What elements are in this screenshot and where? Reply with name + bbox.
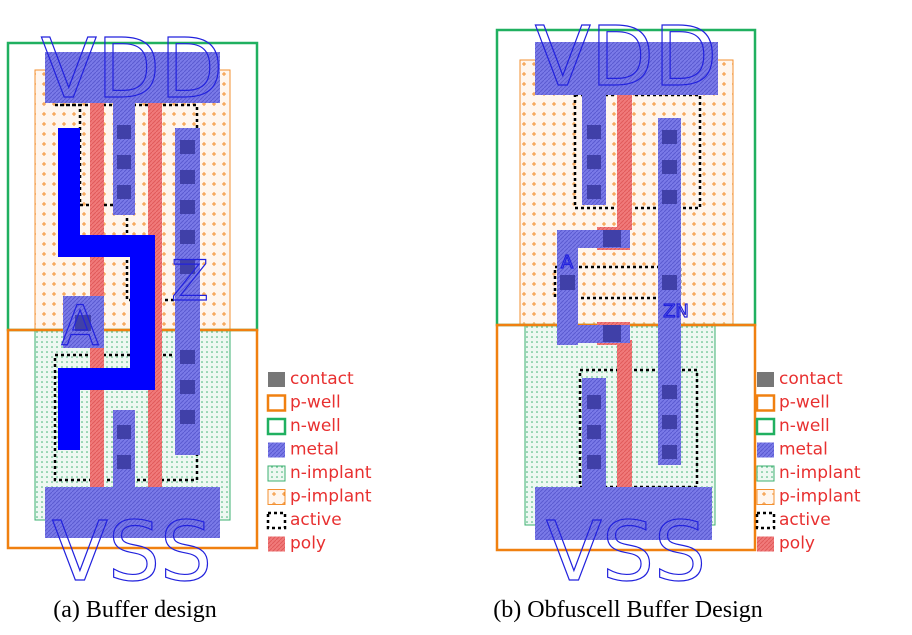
legend-swatch [757,466,774,481]
input-label: A [61,294,99,358]
legend-swatch [268,537,285,552]
legend-swatch [268,513,285,528]
legend-label: active [779,510,831,530]
legend-swatch [268,419,285,434]
legend-label: metal [779,440,828,460]
legend-swatch [757,537,774,552]
legend-swatch [757,443,774,458]
legend-swatch [757,396,774,411]
legend-swatch [268,490,285,505]
legend-label: p-implant [290,487,372,507]
legend-label: n-implant [779,463,861,483]
vss-label: VSS [546,505,706,600]
legend-label: n-implant [290,463,372,483]
metal [113,410,135,487]
caption: (b) Obfuscell Buffer Design [493,597,762,623]
legend-label: contact [290,369,354,389]
layout-b: VDD VSS A ZN [497,10,755,600]
legend-swatch [757,490,774,505]
poly [617,95,632,230]
legend-label: p-well [290,393,341,413]
legend-swatch [268,466,285,481]
legend-label: active [290,510,342,530]
legend-label: p-implant [779,487,861,507]
legend-swatch [757,513,774,528]
legend-swatch [757,419,774,434]
legend-label: n-well [779,416,830,436]
legend-label: metal [290,440,339,460]
legend-swatch [268,443,285,458]
legend-label: contact [779,369,843,389]
legend-swatch [268,396,285,411]
vdd-label: VDD [41,22,223,117]
layout-a: VDD VSS A Z [8,22,257,600]
output-label: Z [171,249,209,313]
legend-swatch [268,372,285,387]
legend-label: poly [779,534,815,554]
vdd-label: VDD [535,10,717,105]
figure: VDD VSS A Z VDD VSS A ZN contact p-well n-… [0,0,912,635]
legend-label: poly [290,534,326,554]
input-label: A [561,252,574,273]
legend-swatch [757,372,774,387]
output-label: ZN [663,301,689,322]
legend-label: p-well [779,393,830,413]
vss-label: VSS [52,505,212,600]
caption: (a) Buffer design [53,597,217,623]
legend-label: n-well [290,416,341,436]
poly [617,340,632,487]
